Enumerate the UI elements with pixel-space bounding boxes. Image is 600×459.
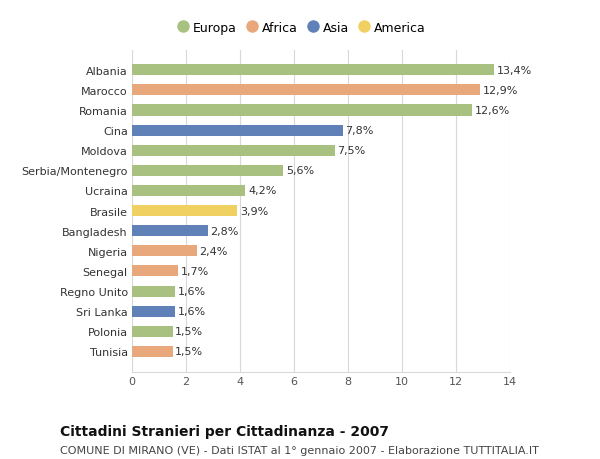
Text: 5,6%: 5,6% — [286, 166, 314, 176]
Bar — [132, 185, 245, 196]
Text: 1,6%: 1,6% — [178, 286, 206, 297]
Bar — [132, 65, 494, 76]
Bar — [132, 346, 173, 357]
Text: 4,2%: 4,2% — [248, 186, 277, 196]
Text: 7,5%: 7,5% — [337, 146, 365, 156]
Bar — [132, 286, 175, 297]
Legend: Europa, Africa, Asia, America: Europa, Africa, Asia, America — [175, 18, 430, 39]
Bar — [132, 165, 283, 177]
Text: 12,9%: 12,9% — [483, 86, 518, 95]
Bar — [132, 85, 481, 96]
Text: 2,8%: 2,8% — [211, 226, 239, 236]
Bar — [132, 125, 343, 136]
Text: 1,5%: 1,5% — [175, 347, 203, 357]
Bar — [132, 266, 178, 277]
Bar — [132, 226, 208, 237]
Bar — [132, 306, 175, 317]
Text: 12,6%: 12,6% — [475, 106, 510, 116]
Text: COMUNE DI MIRANO (VE) - Dati ISTAT al 1° gennaio 2007 - Elaborazione TUTTITALIA.: COMUNE DI MIRANO (VE) - Dati ISTAT al 1°… — [60, 445, 539, 455]
Bar — [132, 326, 173, 337]
Bar — [132, 105, 472, 116]
Bar — [132, 206, 238, 217]
Text: 13,4%: 13,4% — [497, 66, 532, 76]
Text: 7,8%: 7,8% — [346, 126, 374, 136]
Bar — [132, 146, 335, 157]
Text: 1,5%: 1,5% — [175, 327, 203, 336]
Text: Cittadini Stranieri per Cittadinanza - 2007: Cittadini Stranieri per Cittadinanza - 2… — [60, 425, 389, 438]
Text: 1,7%: 1,7% — [181, 266, 209, 276]
Text: 2,4%: 2,4% — [199, 246, 228, 256]
Bar — [132, 246, 197, 257]
Text: 1,6%: 1,6% — [178, 307, 206, 317]
Text: 3,9%: 3,9% — [240, 206, 268, 216]
